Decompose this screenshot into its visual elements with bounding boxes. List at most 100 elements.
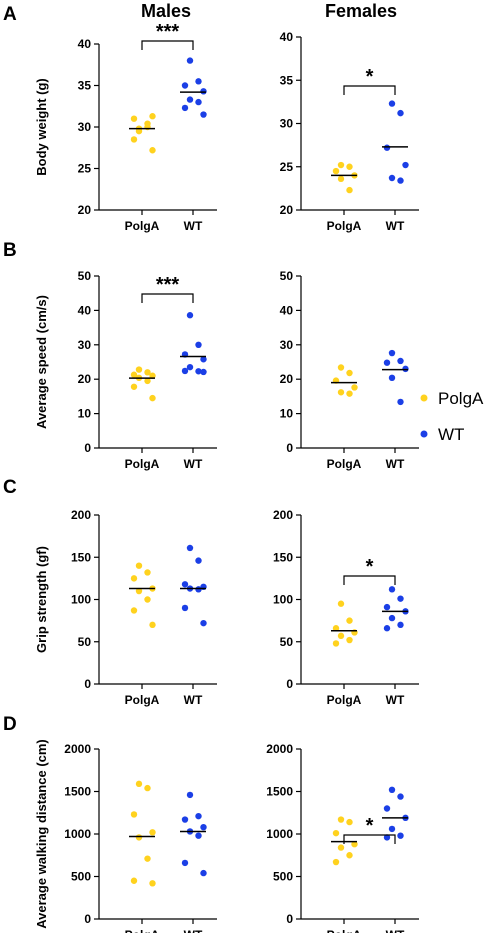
significance-bracket: [343, 834, 396, 844]
panel-letter-a: A: [3, 4, 17, 25]
x-tick-label: WT: [386, 457, 405, 471]
data-point: [383, 144, 391, 151]
significance-label: ***: [156, 274, 180, 296]
legend-label-wt: WT: [438, 425, 464, 444]
y-tick-label: 200: [273, 508, 293, 522]
x-tick-label: WT: [386, 693, 405, 707]
data-point: [144, 369, 151, 376]
chart-D-females: 0 500 1000 1500 2000 PolgA WT *: [266, 742, 419, 933]
x-tick-label: WT: [184, 928, 203, 933]
data-point: [402, 161, 409, 169]
data-point: [186, 544, 194, 552]
data-point: [332, 829, 340, 837]
y-tick-label: 0: [286, 677, 293, 691]
y-tick-label: 20: [78, 372, 92, 386]
data-point: [130, 371, 138, 378]
panel-letter-b: B: [3, 240, 17, 261]
data-point: [397, 793, 404, 800]
data-point: [195, 78, 202, 85]
data-point: [181, 581, 189, 588]
data-point: [397, 621, 404, 629]
y-tick-label: 25: [280, 160, 294, 174]
x-tick-label: WT: [184, 457, 203, 471]
y-tick-label: 35: [78, 79, 92, 93]
data-point: [388, 174, 396, 182]
data-point: [149, 113, 156, 120]
y-tick-label: 2000: [64, 742, 91, 756]
y-tick-label: 100: [273, 593, 293, 607]
data-point: [397, 398, 404, 406]
data-point: [337, 844, 345, 851]
column-title-females: Females: [325, 1, 397, 21]
data-point: [135, 834, 143, 841]
data-point: [351, 384, 358, 391]
data-point: [130, 115, 138, 122]
data-point: [195, 832, 202, 839]
y-tick-label: 40: [280, 30, 294, 44]
significance-label: *: [366, 66, 374, 88]
y-tick-label: 150: [273, 550, 293, 564]
legend-marker-wt: [420, 430, 428, 438]
data-point: [135, 562, 143, 569]
chart-C-males: 0 50 100 150 200 PolgA WT Grip strength (gf): [34, 508, 217, 707]
data-point: [195, 557, 202, 564]
y-tick-label: 1000: [64, 827, 91, 841]
y-tick-label: 30: [78, 338, 92, 352]
data-point: [200, 824, 207, 831]
data-point: [144, 569, 151, 576]
chart-A-males: 20 25 30 35 40 PolgA WT Body weight (g) ***: [34, 21, 217, 233]
y-tick-label: 30: [280, 338, 294, 352]
data-point: [130, 136, 138, 143]
data-point: [186, 791, 194, 799]
y-tick-label: 500: [273, 870, 293, 884]
x-tick-label: PolgA: [125, 219, 160, 233]
y-axis-label: Grip strength (gf): [34, 546, 49, 653]
y-tick-label: 10: [280, 407, 294, 421]
data-point: [135, 780, 143, 788]
data-point: [181, 816, 189, 823]
data-point: [195, 368, 202, 375]
y-tick-label: 20: [280, 203, 294, 217]
chart-B-males: 0 10 20 30 40 50 PolgA WT Average speed (cm/s) **…: [34, 269, 217, 471]
data-point: [397, 595, 404, 602]
y-tick-label: 500: [71, 870, 91, 884]
data-point: [144, 784, 151, 792]
y-tick-label: 0: [286, 912, 293, 926]
y-tick-label: 25: [78, 162, 92, 176]
data-point: [337, 161, 345, 169]
y-tick-label: 35: [280, 73, 294, 87]
x-tick-label: PolgA: [125, 928, 160, 933]
data-point: [388, 614, 396, 622]
data-point: [149, 372, 156, 379]
y-tick-label: 100: [71, 593, 91, 607]
data-point: [149, 880, 156, 887]
data-point: [200, 111, 207, 118]
data-point: [144, 855, 151, 862]
data-point: [181, 82, 189, 89]
data-point: [346, 163, 353, 170]
data-point: [130, 383, 138, 390]
y-tick-label: 30: [78, 120, 92, 134]
y-tick-label: 2000: [266, 742, 293, 756]
y-tick-label: 40: [280, 303, 294, 317]
y-tick-label: 20: [78, 203, 92, 217]
data-point: [130, 877, 138, 884]
legend: PolgA WT: [420, 389, 484, 444]
y-tick-label: 0: [84, 912, 91, 926]
significance-label: ***: [156, 21, 180, 43]
data-point: [186, 312, 194, 319]
data-point: [383, 359, 391, 366]
data-point: [383, 834, 391, 841]
data-point: [337, 816, 345, 823]
data-point: [383, 603, 391, 611]
data-point: [195, 341, 202, 348]
column-title-males: Males: [141, 1, 191, 21]
y-axis-label: Average speed (cm/s): [34, 295, 49, 429]
data-point: [135, 127, 143, 135]
data-point: [346, 369, 353, 377]
data-point: [200, 88, 207, 95]
data-point: [388, 825, 396, 833]
data-point: [388, 349, 396, 357]
